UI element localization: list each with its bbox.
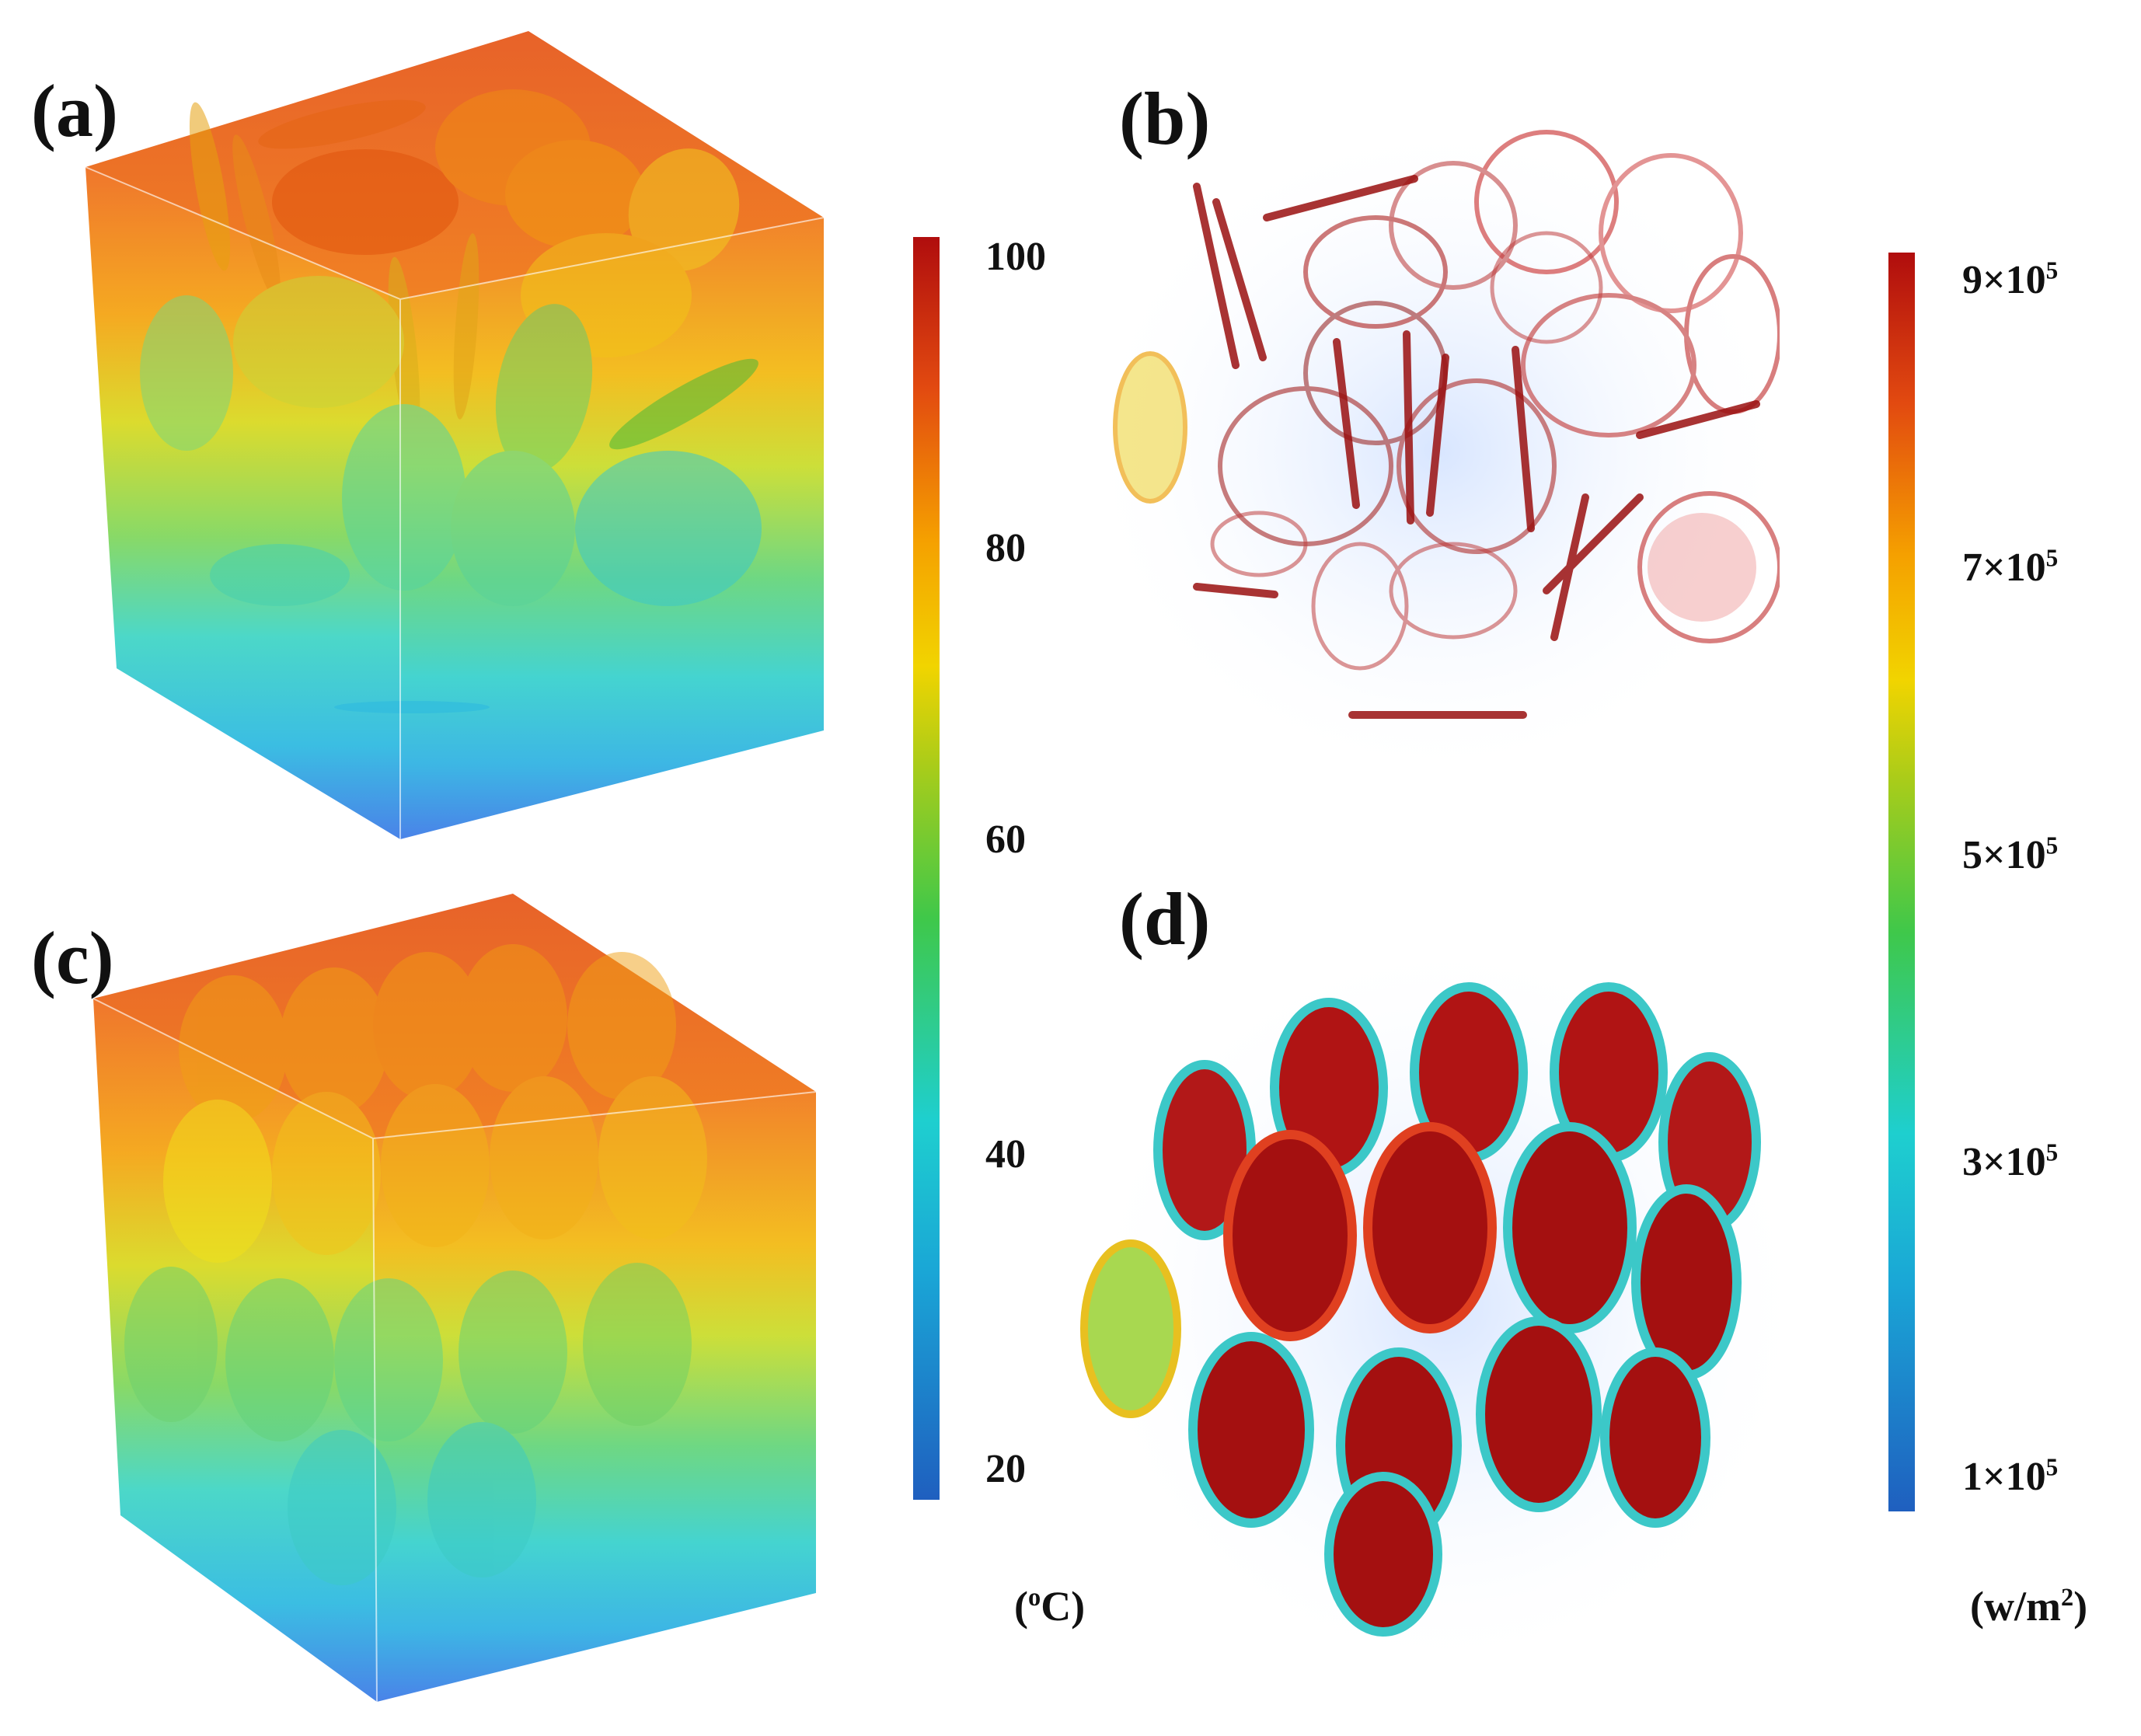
- heatflux-tick-7e5: 7×105: [1962, 544, 2059, 590]
- panel-label-a: (a): [31, 69, 118, 152]
- heatflux-unit: (w/m2): [1970, 1583, 2088, 1630]
- panel-c-cube: [92, 894, 817, 1703]
- panel-label-d: (d): [1119, 877, 1211, 960]
- panel-label-c: (c): [31, 916, 114, 999]
- temperature-unit: (oC): [1014, 1583, 1086, 1630]
- panel-d-heatflux: [1080, 932, 1811, 1678]
- heatflux-tick-5e5: 5×105: [1962, 831, 2059, 877]
- highlighted-fiber: [1113, 351, 1187, 504]
- temperature-tick-20: 20: [985, 1447, 1026, 1491]
- panel-b-heatflux: [1080, 117, 1780, 785]
- heatflux-colorbar: [1888, 253, 1915, 1511]
- heatflux-tick-9e5: 9×105: [1962, 256, 2059, 302]
- temperature-tick-100: 100: [985, 235, 1046, 279]
- temperature-tick-60: 60: [985, 817, 1026, 862]
- temperature-tick-40: 40: [985, 1132, 1026, 1177]
- fiber-group: [124, 944, 707, 1585]
- panel-label-b: (b): [1119, 77, 1211, 160]
- fiber-group: [140, 89, 762, 713]
- panel-a-cube: [85, 31, 825, 839]
- highlighted-fiber: [1080, 1239, 1181, 1418]
- heatflux-tick-1e5: 1×105: [1962, 1453, 2059, 1499]
- temperature-tick-80: 80: [985, 526, 1026, 570]
- heatflux-tick-3e5: 3×105: [1962, 1138, 2059, 1184]
- temperature-colorbar: [913, 237, 940, 1500]
